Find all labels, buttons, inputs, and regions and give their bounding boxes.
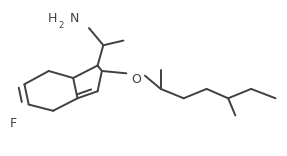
Text: O: O: [131, 73, 141, 86]
Text: N: N: [69, 12, 79, 25]
Text: H: H: [48, 12, 57, 25]
Text: F: F: [10, 117, 17, 130]
Text: 2: 2: [59, 21, 64, 30]
